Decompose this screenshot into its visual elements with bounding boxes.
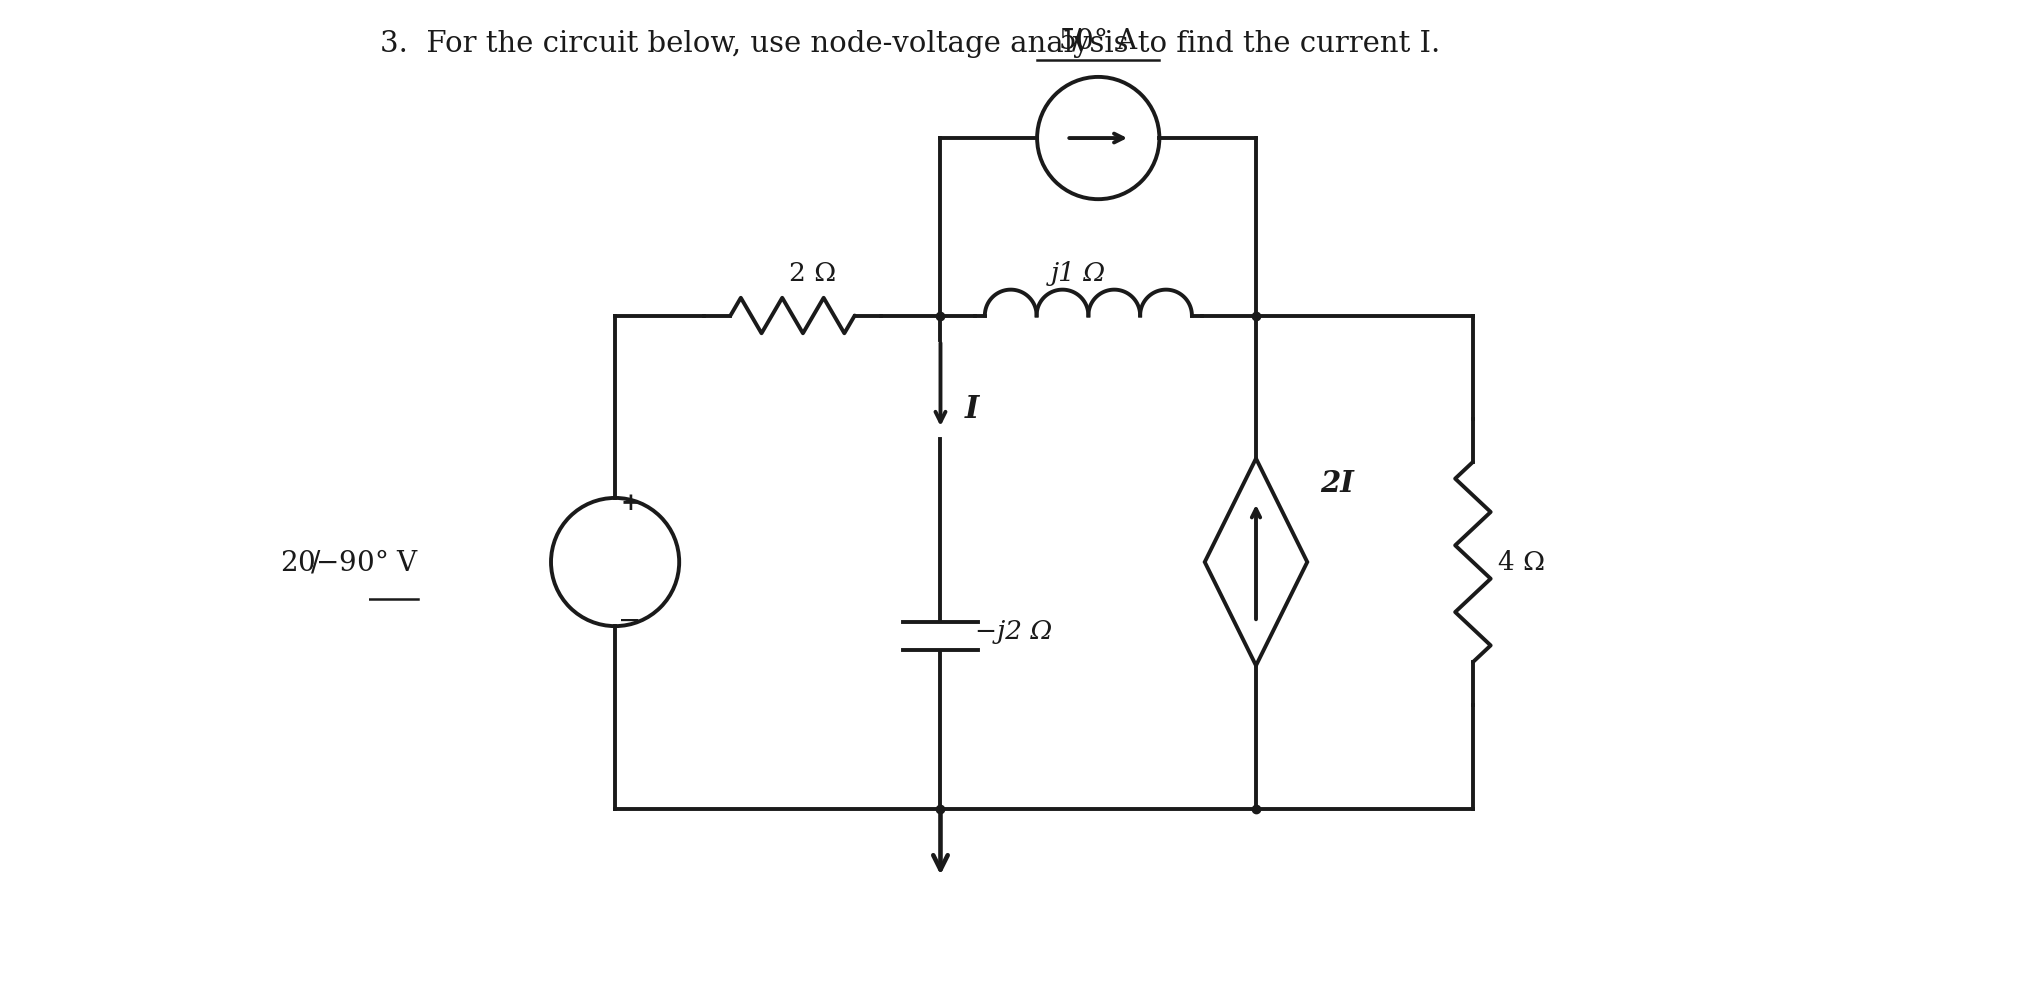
Text: 4 Ω: 4 Ω (1498, 549, 1545, 575)
Text: +: + (620, 491, 640, 515)
Text: 3.  For the circuit below, use node-voltage analysis to find the current I.: 3. For the circuit below, use node-volta… (380, 30, 1442, 57)
Text: −j2 Ω: −j2 Ω (975, 618, 1052, 644)
Text: 20$\!/\!$−90° V: 20$\!/\!$−90° V (281, 548, 420, 576)
Text: I: I (965, 393, 979, 425)
Text: 2 Ω: 2 Ω (789, 261, 836, 286)
Text: 5$\!/\!$0° A: 5$\!/\!$0° A (1058, 27, 1139, 54)
Text: j1 Ω: j1 Ω (1052, 261, 1106, 286)
Text: 2I: 2I (1320, 468, 1355, 498)
Text: −: − (618, 607, 642, 635)
